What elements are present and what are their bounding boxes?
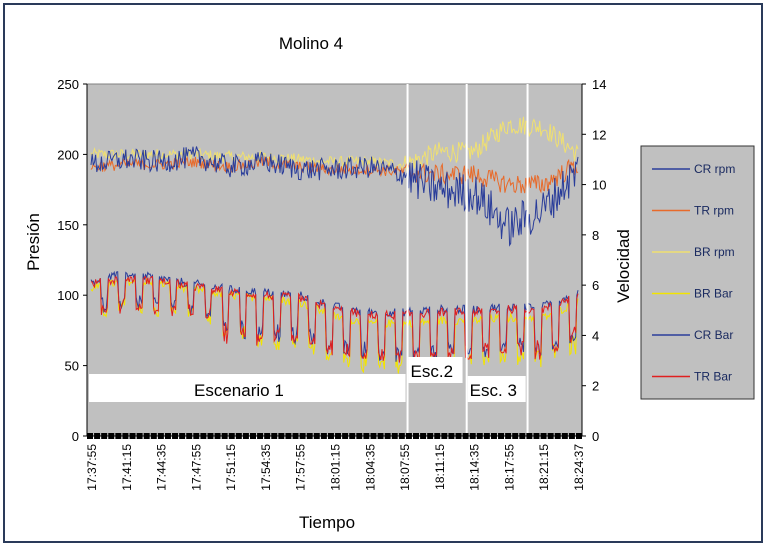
scenario-label: Esc. 3: [470, 381, 517, 400]
y2-axis-label: Velocidad: [614, 229, 633, 303]
x-tick-label: 18:11:15: [433, 444, 447, 490]
y-tick-label: 100: [57, 288, 79, 303]
x-tick-label: 17:47:55: [189, 444, 203, 491]
legend-box: [640, 145, 755, 400]
series-lines: [90, 116, 579, 374]
series-line-br-rpm: [90, 116, 579, 174]
scenario-label: Escenario 1: [194, 381, 284, 400]
y-axis-label: Presión: [24, 213, 43, 271]
x-tick-label: 18:07:55: [398, 444, 412, 491]
scenario-label: Esc.2: [411, 362, 454, 381]
x-axis-label: Tiempo: [299, 513, 355, 532]
series-line-cr-bar: [90, 270, 579, 362]
scenario-label-box: [408, 357, 463, 383]
series-line-br-bar: [90, 275, 579, 374]
x-tick-label: 17:41:15: [120, 444, 134, 491]
legend: CR rpm TR rpm BR rpm BR Bar CR Bar TR Bar: [652, 162, 735, 384]
legend-label: BR Bar: [694, 287, 733, 301]
x-tick-label: 18:04:35: [363, 444, 377, 491]
x-tick-label: 17:54:35: [259, 444, 273, 491]
axes: 0 50 100 150 200 250 0 2 4 6 8 10 12 14 17:37:55 17:41:…: [57, 77, 606, 491]
x-tick-label: 17:57:55: [294, 444, 308, 491]
y2-tick-label: 2: [592, 379, 599, 394]
y2-tick-label: 6: [592, 278, 599, 293]
x-tick-label: 18:14:35: [468, 444, 482, 491]
y-tick-label: 0: [72, 429, 79, 444]
legend-label: CR Bar: [694, 328, 733, 342]
x-tick-label: 18:01:15: [329, 444, 343, 491]
y2-tick-label: 14: [592, 77, 606, 92]
chart-title: Molino 4: [279, 34, 343, 53]
scenario-label-box: [89, 374, 406, 402]
y2-tick-label: 8: [592, 228, 599, 243]
y2-tick-label: 0: [592, 429, 599, 444]
legend-label: BR rpm: [694, 245, 735, 259]
y2-tick-label: 10: [592, 178, 606, 193]
x-tick-label: 18:17:55: [502, 444, 516, 491]
chart-frame: Molino 4 Escenario 1 Esc.2 Esc. 3 0 50 100 15…: [3, 3, 763, 543]
series-line-cr-rpm: [90, 146, 579, 247]
y-tick-label: 250: [57, 77, 79, 92]
x-tick-label: 17:44:35: [155, 444, 169, 491]
legend-label: TR rpm: [694, 204, 734, 218]
x-tick-label: 18:24:37: [572, 444, 586, 491]
scenario-dividers: Escenario 1 Esc.2 Esc. 3: [89, 84, 529, 436]
y-tick-label: 200: [57, 147, 79, 162]
x-tick-label: 17:37:55: [85, 444, 99, 491]
x-tick-label: 18:21:15: [537, 444, 551, 491]
scenario-label-box: [467, 376, 526, 402]
y-tick-label: 150: [57, 218, 79, 233]
y-tick-label: 50: [65, 359, 79, 374]
x-tick-label: 17:51:15: [224, 444, 238, 491]
legend-label: CR rpm: [694, 162, 735, 176]
series-line-tr-bar: [91, 275, 579, 363]
legend-label: TR Bar: [694, 370, 732, 384]
y2-tick-label: 12: [592, 127, 606, 142]
y2-tick-label: 4: [592, 328, 599, 343]
